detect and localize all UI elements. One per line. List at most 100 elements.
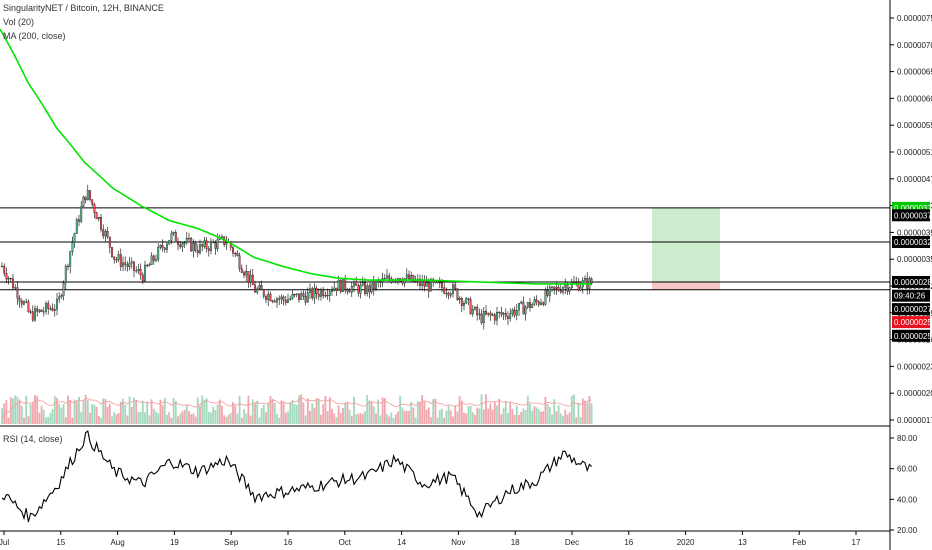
candle: [71, 236, 74, 256]
price-tick-label: 0.00000750: [897, 14, 932, 23]
loss-zone[interactable]: [652, 281, 720, 290]
candle: [313, 283, 316, 304]
volume-bar: [78, 396, 80, 424]
volume-bar: [238, 395, 241, 424]
volume-bar: [394, 414, 397, 424]
candle: [386, 269, 388, 279]
candle: [144, 260, 146, 283]
volume-bar: [542, 411, 545, 424]
volume-bar: [405, 410, 408, 424]
volume-bar: [408, 410, 410, 424]
candle: [276, 296, 278, 308]
candle: [412, 274, 415, 283]
candle: [73, 232, 76, 248]
volume-bar: [278, 417, 281, 424]
volume-bar: [254, 403, 256, 424]
candle: [546, 285, 549, 298]
volume-bar: [456, 411, 459, 424]
volume-legend: Vol (20): [3, 17, 35, 27]
volume-bar: [502, 407, 505, 424]
candle: [12, 274, 14, 290]
candle: [300, 291, 303, 301]
candle: [108, 236, 111, 254]
candle: [295, 293, 298, 298]
volume-bar: [458, 396, 461, 424]
profit-zone[interactable]: [652, 207, 720, 282]
candle: [188, 232, 190, 242]
candle: [258, 281, 261, 290]
volume-bar: [203, 399, 206, 424]
volume-bar: [181, 411, 184, 424]
candle: [575, 276, 578, 287]
rsi-tick-label: 60.00: [897, 465, 918, 474]
candle: [476, 304, 479, 321]
candle: [368, 283, 371, 299]
volume-bar: [25, 395, 28, 424]
time-tick-label: 2020: [677, 538, 695, 547]
volume-bar: [445, 410, 448, 424]
volume-bar: [234, 405, 237, 424]
candle: [577, 278, 580, 292]
volume-bar: [399, 395, 402, 424]
price-tag: 0.00000254: [892, 316, 932, 329]
volume-bar: [469, 405, 472, 424]
candle: [225, 236, 228, 251]
candle: [425, 275, 428, 287]
volume-bar: [67, 395, 69, 424]
candle: [359, 281, 362, 299]
candle: [111, 246, 113, 259]
rsi-tick-label: 40.00: [897, 495, 918, 504]
candle: [14, 284, 17, 290]
candle: [460, 296, 463, 313]
candle: [80, 200, 83, 224]
candle: [245, 264, 248, 282]
candle: [179, 240, 182, 249]
candle: [78, 214, 80, 227]
candle: [291, 289, 294, 300]
volume-bar: [480, 394, 483, 424]
volume-bar: [590, 403, 593, 424]
volume-bar: [375, 413, 377, 424]
candle: [5, 267, 8, 284]
candle: [324, 291, 327, 298]
volume-bar: [557, 405, 560, 424]
candle: [531, 302, 534, 309]
rsi-legend: RSI (14, close): [3, 434, 63, 444]
candle: [513, 306, 516, 319]
volume-bar: [146, 402, 149, 424]
volume-bar: [579, 417, 582, 424]
volume-bar: [370, 401, 373, 424]
svg-text:0.00000254: 0.00000254: [894, 318, 932, 327]
candle: [139, 263, 142, 280]
candle: [469, 296, 472, 315]
volume-bar: [467, 406, 470, 424]
volume-bar: [45, 417, 47, 424]
candle: [509, 308, 512, 322]
volume-bar: [568, 412, 571, 424]
volume-bar: [540, 411, 542, 424]
volume-bar: [20, 405, 23, 424]
volume-bar: [302, 402, 305, 424]
rsi-tick-label: 80.00: [897, 434, 918, 443]
time-tick-label: Oct: [339, 538, 352, 547]
price-tag: 0.00000328: [892, 236, 932, 249]
candle: [500, 306, 503, 318]
candle: [256, 286, 259, 295]
candle: [573, 275, 575, 284]
volume-bar: [471, 412, 474, 424]
candle: [339, 278, 342, 294]
candle: [447, 291, 450, 300]
volume-bar: [168, 412, 171, 424]
candle: [27, 299, 30, 313]
candle: [3, 263, 6, 277]
volume-bar: [361, 413, 364, 424]
candle: [243, 270, 245, 279]
candle: [449, 291, 452, 299]
volume-bar: [73, 399, 76, 424]
volume-bar: [309, 410, 311, 424]
volume-bar: [122, 398, 124, 424]
candle: [526, 301, 529, 310]
